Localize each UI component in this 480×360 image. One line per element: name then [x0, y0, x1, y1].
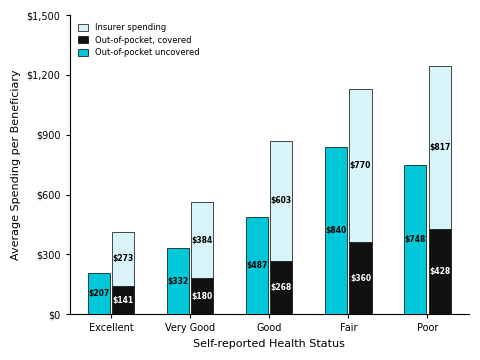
Text: $180: $180: [192, 292, 213, 301]
Bar: [167, 248, 189, 314]
Bar: [112, 232, 134, 286]
Text: $748: $748: [405, 235, 426, 244]
Text: $268: $268: [271, 283, 292, 292]
Bar: [191, 202, 214, 278]
Bar: [191, 278, 214, 314]
Y-axis label: Average Spending per Beneficiary: Average Spending per Beneficiary: [11, 69, 21, 260]
Text: $428: $428: [429, 267, 450, 276]
Bar: [429, 66, 451, 229]
Bar: [270, 140, 292, 261]
Bar: [429, 229, 451, 314]
Text: $384: $384: [192, 235, 213, 244]
Bar: [325, 147, 347, 314]
Bar: [112, 286, 134, 314]
Text: $603: $603: [271, 196, 292, 205]
X-axis label: Self-reported Health Status: Self-reported Health Status: [193, 339, 345, 349]
Text: $487: $487: [246, 261, 268, 270]
Text: $141: $141: [113, 296, 134, 305]
Text: $817: $817: [429, 143, 450, 152]
Text: $360: $360: [350, 274, 371, 283]
Bar: [246, 217, 268, 314]
Text: $840: $840: [325, 226, 347, 235]
Legend: Insurer spending, Out-of-pocket, covered, Out-of-pocket uncovered: Insurer spending, Out-of-pocket, covered…: [74, 19, 204, 61]
Bar: [88, 273, 110, 314]
Bar: [270, 261, 292, 314]
Text: $770: $770: [350, 161, 371, 170]
Bar: [349, 243, 372, 314]
Text: $273: $273: [112, 255, 134, 264]
Text: $332: $332: [168, 277, 189, 286]
Bar: [349, 89, 372, 243]
Bar: [404, 165, 426, 314]
Text: $207: $207: [88, 289, 109, 298]
